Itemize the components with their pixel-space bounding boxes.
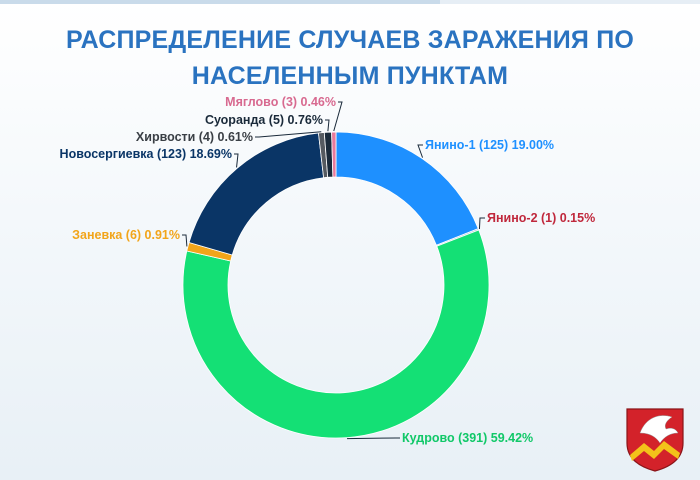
slice-label-1: Янино-2 (1) 0.15% [487, 211, 595, 225]
top-decor-accent [0, 0, 440, 4]
slice-label-3: Заневка (6) 0.91% [72, 228, 180, 242]
slice-2 [182, 229, 490, 439]
leader-line-6 [325, 119, 330, 132]
leader-line-0 [417, 144, 424, 158]
chart-title-line-2: НАСЕЛЕННЫМ ПУНКТАМ [191, 62, 509, 90]
coat-of-arms-emblem [626, 408, 684, 472]
chart-title: РАСПРЕДЕЛЕНИЕ СЛУЧАЕВ ЗАРАЖЕНИЯ ПО НАСЕЛ… [0, 22, 700, 94]
leader-line-1 [478, 217, 485, 230]
leader-line-5 [255, 131, 322, 138]
slice-label-0: Янино-1 (125) 19.00% [425, 138, 554, 152]
donut-slices [182, 131, 490, 439]
leader-line-7 [333, 101, 343, 132]
slice-labels: Янино-1 (125) 19.00% Янино-2 (1) 0.15% Куд… [60, 95, 596, 445]
slice-label-6: Суоранда (5) 0.76% [205, 113, 323, 127]
slice-label-2: Кудрово (391) 59.42% [402, 431, 533, 445]
leader-line-2 [347, 437, 400, 440]
slice-label-4: Новосергиевка (123) 18.69% [60, 147, 232, 161]
leader-line-3 [182, 234, 188, 247]
slice-7 [331, 131, 337, 178]
chart-title-line-1: РАСПРЕДЕЛЕНИЕ СЛУЧАЕВ ЗАРАЖЕНИЯ ПО [65, 26, 635, 54]
leader-lines [182, 101, 485, 440]
leader-line-4 [234, 153, 239, 168]
slice-label-7: Мяглово (3) 0.46% [225, 95, 336, 109]
slice-label-5: Хирвости (4) 0.61% [136, 130, 253, 144]
